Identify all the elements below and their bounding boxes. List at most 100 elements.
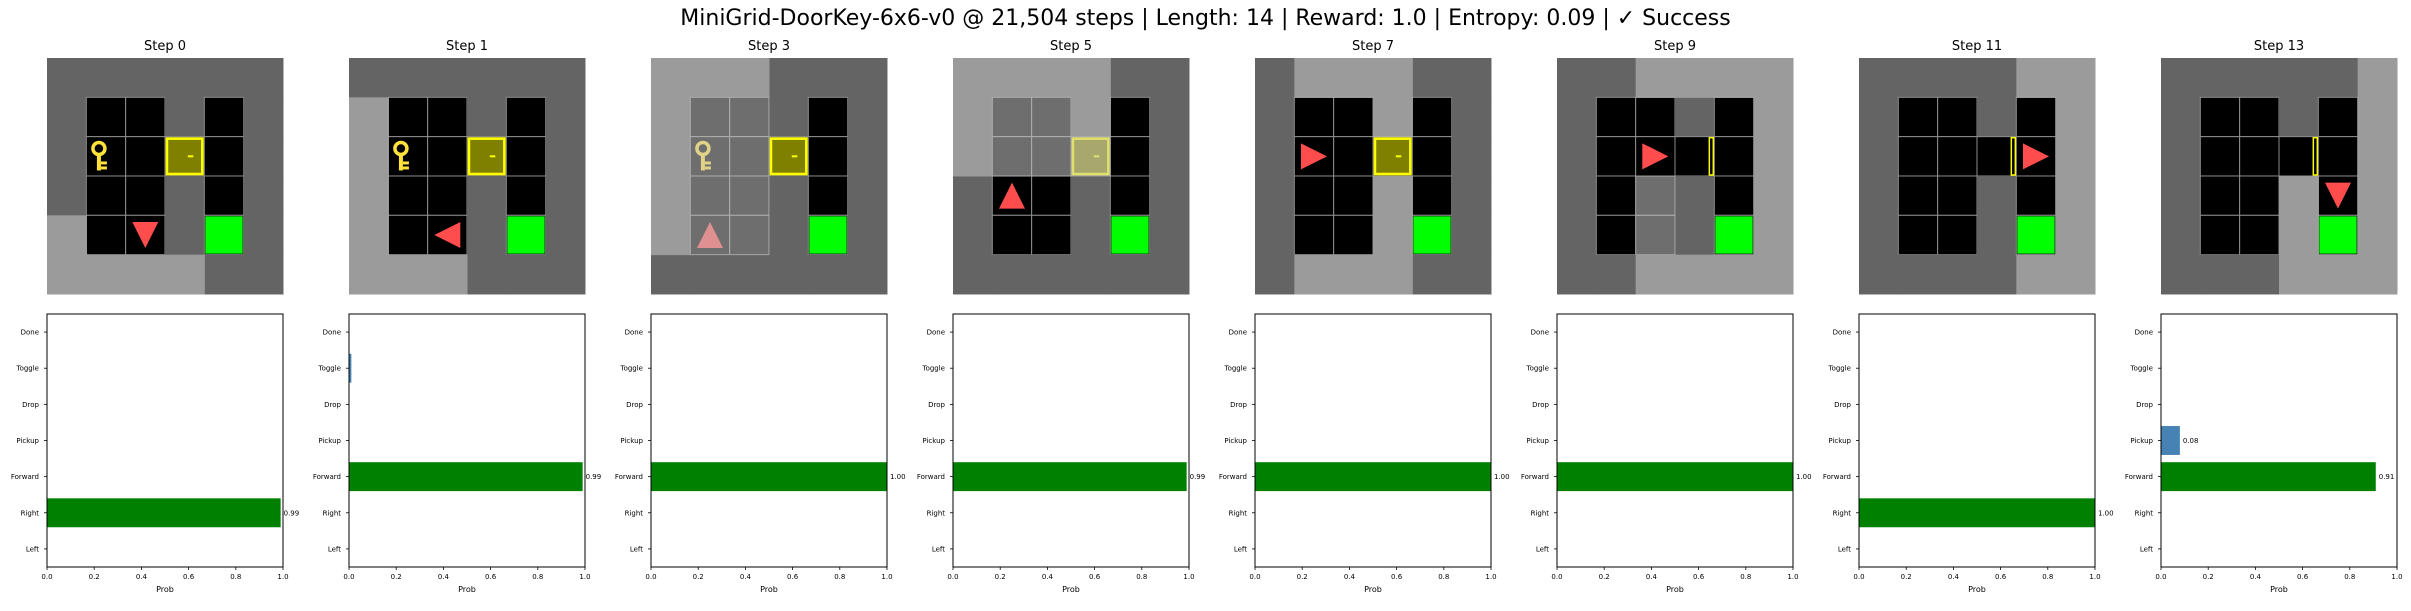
floor-cell	[992, 215, 1033, 256]
unseen-cell	[1070, 58, 1111, 98]
open-door-icon	[2010, 136, 2017, 176]
y-tick-label: Right	[2135, 509, 2154, 517]
y-tick-label: Done	[21, 329, 39, 337]
y-tick-label: Left	[630, 545, 643, 553]
agent-icon	[1642, 143, 1669, 170]
goal-cell	[1111, 216, 1149, 254]
door-icon	[165, 137, 204, 176]
wall-cell	[1976, 175, 2017, 216]
unseen-cell	[651, 175, 691, 216]
y-tick-label: Left	[1838, 545, 1851, 553]
floor-cell	[2278, 136, 2319, 177]
floor-cell	[506, 175, 547, 216]
agent-icon	[998, 182, 1025, 209]
wall-cell	[1255, 58, 1295, 98]
wall-cell	[466, 215, 507, 256]
goal-cell	[1413, 216, 1451, 254]
wall-cell	[1557, 97, 1597, 138]
unseen-cell	[992, 58, 1033, 98]
agent-icon	[2324, 182, 2351, 209]
bar-value-label: 0.99	[586, 473, 602, 481]
wall-cell	[466, 58, 507, 98]
env-frame	[2161, 58, 2398, 295]
y-tick-label: Left	[328, 545, 341, 553]
floor-cell	[1898, 97, 1939, 138]
view-mask	[47, 215, 205, 295]
floor-cell	[1294, 175, 1335, 216]
unseen-cell	[2357, 58, 2398, 98]
unseen-cell	[1635, 215, 1676, 256]
floor-cell	[1596, 175, 1637, 216]
plot-frame	[1556, 313, 1794, 568]
x-tick-label: 0.6	[2297, 573, 2309, 581]
x-tick-label: 0.8	[532, 573, 543, 581]
floor-cell	[2239, 97, 2280, 138]
view-mask	[1294, 58, 1413, 295]
panel-title: Step 0	[144, 39, 186, 54]
x-tick-label: 0.0	[343, 573, 354, 581]
x-axis-label: Prob	[1062, 585, 1080, 594]
unseen-cell	[651, 136, 691, 177]
view-mask	[1635, 58, 1794, 295]
floor-cell	[427, 97, 468, 138]
open-door-icon	[2312, 136, 2319, 176]
floor-cell	[1714, 136, 1755, 177]
wall-cell	[243, 254, 284, 295]
figure-title: MiniGrid-DoorKey-6x6-v0 @ 21,504 steps |…	[680, 6, 1731, 31]
y-tick-label: Done	[927, 329, 945, 337]
unseen-cell	[2055, 215, 2096, 256]
wall-cell	[1149, 136, 1190, 177]
unseen-cell	[349, 136, 389, 177]
wall-cell	[1255, 175, 1295, 216]
unseen-cell	[651, 58, 691, 98]
wall-cell	[2161, 175, 2201, 216]
y-tick-label: Pickup	[318, 437, 341, 445]
wall-cell	[847, 97, 888, 138]
x-tick-label: 0.6	[1995, 573, 2007, 581]
panel-1: Step 0 0.99 Left Right Forward Pickup Drop Togg…	[11, 39, 299, 594]
x-tick-label: 0.2	[995, 573, 1006, 581]
unseen-cell	[1674, 58, 1715, 98]
panel-title: Step 11	[1952, 39, 2002, 54]
wall-cell	[1451, 58, 1492, 98]
floor-cell	[125, 136, 166, 177]
floor-cell	[388, 215, 429, 256]
view-mask	[2016, 58, 2096, 295]
floor-cell	[2200, 175, 2241, 216]
y-tick-label: Toggle	[1525, 365, 1549, 373]
y-tick-label: Pickup	[620, 437, 643, 445]
y-tick-label: Done	[625, 329, 643, 337]
floor-cell	[808, 136, 849, 177]
unseen-cell	[2357, 215, 2398, 256]
unseen-cell	[1294, 58, 1335, 98]
unseen-cell	[2016, 58, 2057, 98]
x-tick-label: 0.4	[1042, 573, 1054, 581]
wall-cell	[1451, 175, 1492, 216]
wall-cell	[2200, 254, 2241, 295]
unseen-cell	[729, 58, 770, 98]
wall-cell	[125, 58, 166, 98]
wall-cell	[808, 254, 849, 295]
unseen-cell	[1031, 58, 1072, 98]
x-axis-label: Prob	[156, 585, 174, 594]
floor-cell	[1937, 215, 1978, 256]
key-icon	[393, 140, 409, 171]
wall-cell	[768, 215, 809, 256]
door-icon	[769, 137, 808, 176]
floor-cell	[86, 136, 127, 177]
wall-cell	[427, 58, 468, 98]
unseen-cell	[2055, 175, 2096, 216]
wall-cell	[1451, 254, 1492, 295]
y-tick-label: Toggle	[15, 365, 39, 373]
unseen-cell	[1635, 58, 1676, 98]
floor-cell	[1596, 97, 1637, 138]
unseen-cell	[729, 215, 770, 256]
wall-cell	[768, 175, 809, 216]
y-tick-label: Forward	[313, 473, 341, 481]
wall-cell	[47, 136, 87, 177]
floor-cell	[388, 97, 429, 138]
wall-cell	[164, 58, 205, 98]
unseen-cell	[2055, 254, 2096, 295]
unseen-cell	[690, 136, 731, 177]
